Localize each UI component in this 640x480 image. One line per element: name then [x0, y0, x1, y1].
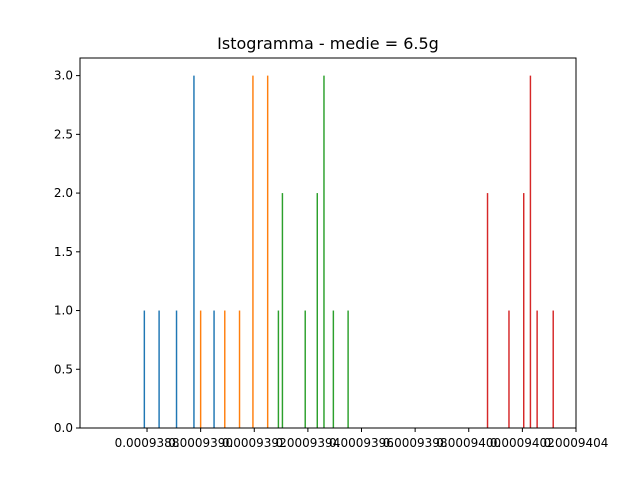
- y-tick-label: 1.5: [54, 245, 73, 259]
- x-tick-label: 0.0009394: [275, 436, 340, 450]
- x-tick-label: 0.0009400: [436, 436, 501, 450]
- y-tick-label: 0.0: [54, 421, 73, 435]
- histogram-bar: [316, 193, 318, 428]
- histogram-bar: [175, 310, 178, 428]
- histogram-bar: [277, 310, 280, 428]
- histogram-bar: [486, 193, 489, 428]
- plot-frame: [79, 57, 577, 429]
- histogram-bar: [252, 75, 254, 429]
- histogram-bar: [529, 75, 532, 429]
- histogram-bar: [158, 310, 160, 428]
- y-tick-label: 2.0: [54, 186, 73, 200]
- histogram-bar: [281, 193, 284, 428]
- histogram-bar: [552, 310, 554, 428]
- x-axis: 0.00093880.00093900.00093920.00093940.00…: [115, 428, 609, 450]
- histogram-bar: [199, 310, 202, 428]
- y-tick-label: 1.0: [54, 304, 73, 318]
- chart-title: Istogramma - medie = 6.5g: [217, 34, 439, 53]
- histogram-bar: [323, 75, 325, 429]
- y-tick-label: 3.0: [54, 69, 73, 83]
- histogram-bar: [536, 310, 538, 428]
- histogram-bar: [238, 310, 241, 428]
- x-tick-label: 0.0009396: [329, 436, 394, 450]
- x-tick-label: 0.0009398: [383, 436, 448, 450]
- x-tick-label: 0.0009390: [168, 436, 233, 450]
- histogram-bar: [523, 193, 525, 428]
- x-tick-label: 0.0009404: [544, 436, 609, 450]
- histogram-bar: [143, 310, 146, 428]
- histogram-bar: [266, 75, 269, 429]
- histogram-bar: [213, 310, 215, 428]
- y-tick-label: 0.5: [54, 362, 73, 376]
- histogram-bar: [224, 310, 226, 428]
- x-tick-label: 0.0009392: [222, 436, 287, 450]
- histogram-bar: [508, 310, 510, 428]
- x-tick-label: 0.0009388: [115, 436, 180, 450]
- histogram-bar: [193, 75, 195, 429]
- x-tick-label: 0.0009402: [490, 436, 555, 450]
- histogram-bar: [332, 310, 335, 428]
- y-tick-label: 2.5: [54, 127, 73, 141]
- histogram-bar: [347, 310, 349, 428]
- histogram-bars: [143, 75, 554, 429]
- histogram-bar: [304, 310, 306, 428]
- y-axis: 0.0 0.5 1.0 1.5 2.0 2.5 3.0: [54, 69, 80, 435]
